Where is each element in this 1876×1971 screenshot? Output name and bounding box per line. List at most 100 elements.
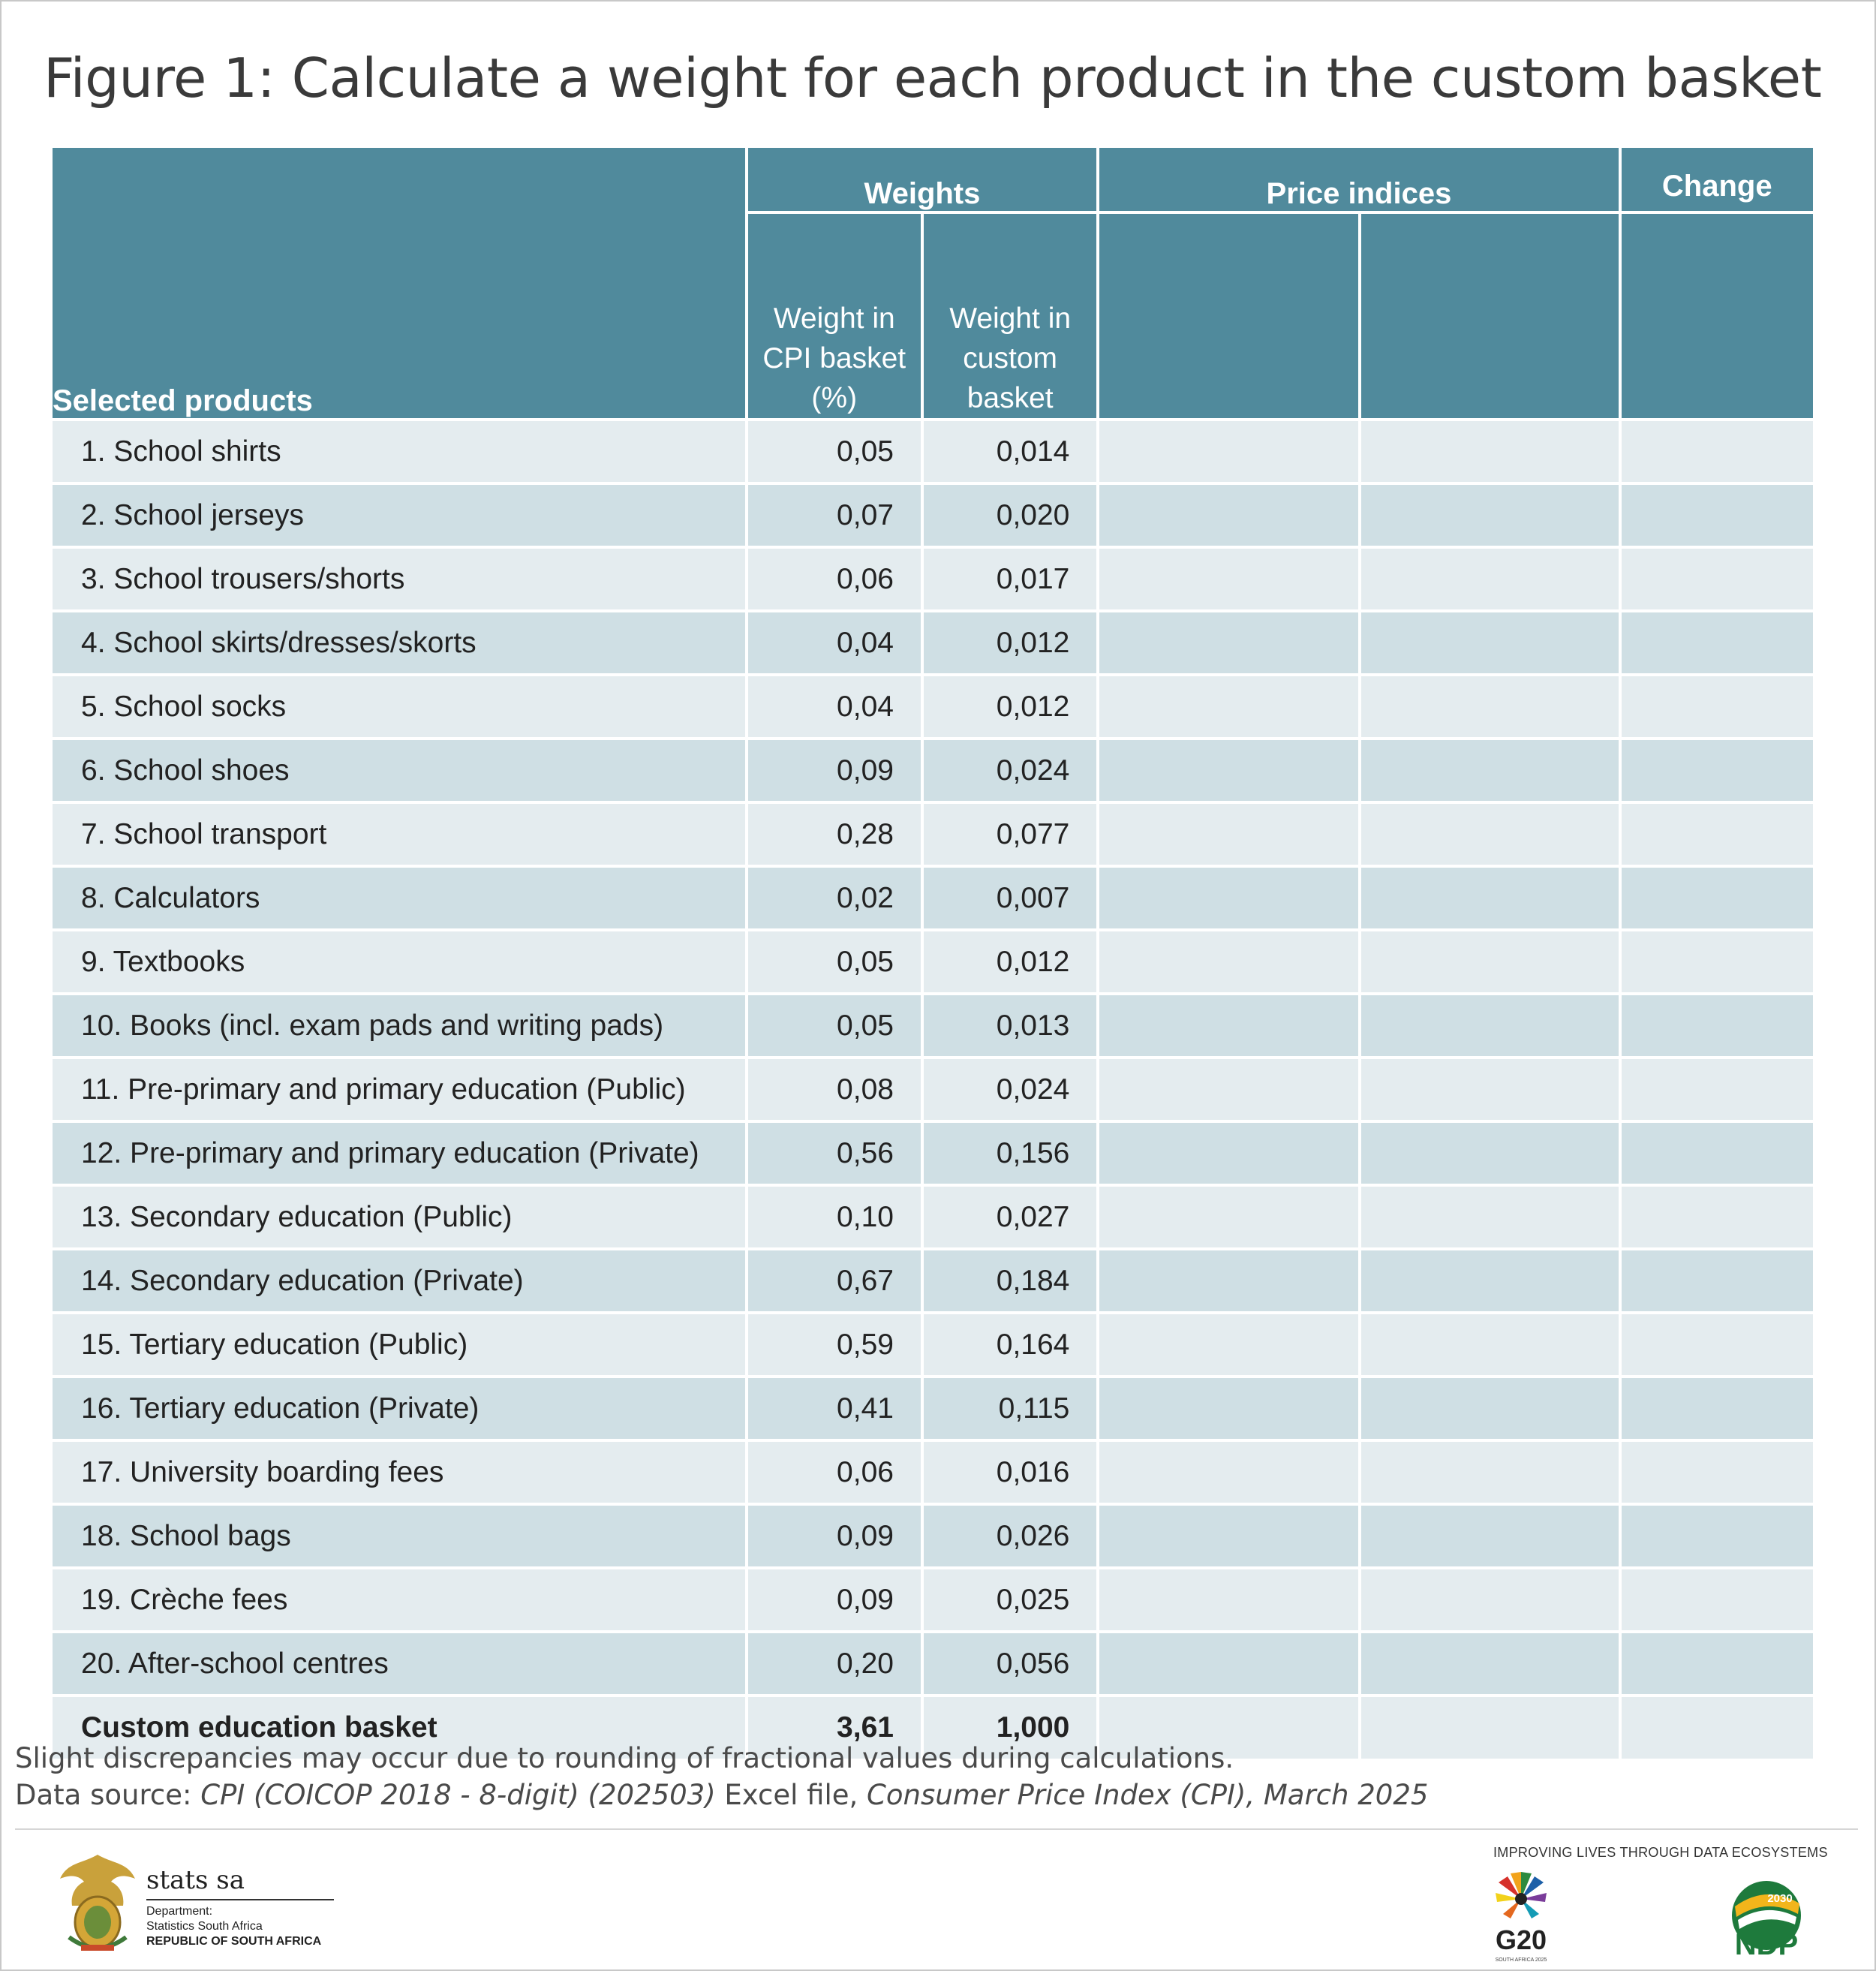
table-row: 3. School trousers/shorts 0,06 0,017 (50, 546, 1817, 612)
table-row: 14. Secondary education (Private) 0,67 0,1… (50, 1247, 1817, 1314)
price-index-1-cell (1096, 928, 1361, 995)
price-index-1-cell (1096, 1439, 1361, 1506)
table-row: 17. University boarding fees 0,06 0,016 (50, 1439, 1817, 1506)
basket-table: Selected products Weights Price indices … (50, 145, 1817, 1762)
product-cell: 4. School skirts/dresses/skorts (50, 609, 748, 676)
group-header-price-indices: Price indices (1096, 145, 1622, 214)
price-index-2-cell (1357, 418, 1622, 485)
custom-weight-cell: 0,007 (920, 865, 1100, 931)
custom-weight-cell: 0,025 (920, 1566, 1100, 1633)
change-cell (1618, 1184, 1817, 1250)
price-index-2-cell (1357, 1439, 1622, 1506)
price-index-1-cell (1096, 801, 1361, 868)
total-cpi-weight: 3,61 (744, 1694, 924, 1762)
product-cell: 7. School transport (50, 801, 748, 868)
change-cell (1618, 482, 1817, 549)
table-row: 10. Books (incl. exam pads and writing p… (50, 992, 1817, 1059)
price-index-2-cell (1357, 546, 1622, 612)
table-row: 15. Tertiary education (Public) 0,59 0,164 (50, 1311, 1817, 1378)
price-index-2-cell (1357, 1566, 1622, 1633)
cpi-weight-cell: 0,09 (744, 1503, 924, 1569)
price-index-2-cell (1357, 1184, 1622, 1250)
cpi-weight-cell: 0,02 (744, 865, 924, 931)
price-index-2-cell (1357, 1247, 1622, 1314)
product-cell: 9. Textbooks (50, 928, 748, 995)
cpi-weight-cell: 0,08 (744, 1056, 924, 1123)
cpi-weight-cell: 0,06 (744, 546, 924, 612)
group-header-change: Change (1618, 145, 1817, 214)
org-underline (146, 1899, 334, 1900)
change-cell (1618, 1566, 1817, 1633)
price-index-1-cell (1096, 418, 1361, 485)
price-index-1-cell (1096, 673, 1361, 740)
product-cell: 12. Pre-primary and primary education (P… (50, 1120, 748, 1187)
total-price-index-1 (1096, 1694, 1361, 1762)
product-cell: 20. After-school centres (50, 1630, 748, 1697)
change-cell (1618, 1375, 1817, 1442)
table-row: 8. Calculators 0,02 0,007 (50, 865, 1817, 931)
rounding-note: Slight discrepancies may occur due to ro… (15, 1742, 1234, 1774)
column-header-weight-custom: Weight in custom basket (920, 211, 1100, 421)
price-index-1-cell (1096, 992, 1361, 1059)
weight-custom-line1: Weight in (949, 302, 1072, 335)
product-cell: 11. Pre-primary and primary education (P… (50, 1056, 748, 1123)
ndp-label: NDP (1735, 1928, 1798, 1961)
product-cell: 13. Secondary education (Public) (50, 1184, 748, 1250)
product-cell: 16. Tertiary education (Private) (50, 1375, 748, 1442)
cpi-weight-cell: 0,05 (744, 928, 924, 995)
custom-weight-cell: 0,026 (920, 1503, 1100, 1569)
table-row: 16. Tertiary education (Private) 0,41 0,11… (50, 1375, 1817, 1442)
change-cell (1618, 1311, 1817, 1378)
column-header-price-index-2 (1357, 211, 1622, 421)
custom-weight-cell: 0,017 (920, 546, 1100, 612)
cpi-weight-cell: 0,07 (744, 482, 924, 549)
group-header-weights: Weights (744, 145, 1100, 214)
total-row: Custom education basket 3,61 1,000 (50, 1694, 1817, 1762)
custom-weight-cell: 0,012 (920, 609, 1100, 676)
source-mid: Excel file, (715, 1779, 867, 1811)
cpi-weight-cell: 0,56 (744, 1120, 924, 1187)
cpi-weight-cell: 0,10 (744, 1184, 924, 1250)
price-index-2-cell (1357, 737, 1622, 804)
total-price-index-2 (1357, 1694, 1622, 1762)
product-cell: 3. School trousers/shorts (50, 546, 748, 612)
dept-line1: Department: (146, 1905, 213, 1918)
price-index-2-cell (1357, 1375, 1622, 1442)
price-index-2-cell (1357, 1120, 1622, 1187)
custom-weight-cell: 0,012 (920, 673, 1100, 740)
price-index-1-cell (1096, 737, 1361, 804)
price-index-1-cell (1096, 1247, 1361, 1314)
change-cell (1618, 609, 1817, 676)
table-row: 6. School shoes 0,09 0,024 (50, 737, 1817, 804)
footnote: Slight discrepancies may occur due to ro… (15, 1740, 1428, 1813)
cpi-weight-cell: 0,04 (744, 609, 924, 676)
price-index-1-cell (1096, 609, 1361, 676)
product-cell: 18. School bags (50, 1503, 748, 1569)
table-row: 9. Textbooks 0,05 0,012 (50, 928, 1817, 995)
g20-label: G20 (1496, 1924, 1547, 1955)
custom-weight-cell: 0,013 (920, 992, 1100, 1059)
custom-weight-cell: 0,115 (920, 1375, 1100, 1442)
cpi-weight-cell: 0,28 (744, 801, 924, 868)
cpi-weight-cell: 0,09 (744, 1566, 924, 1633)
change-cell (1618, 1503, 1817, 1569)
cpi-weight-cell: 0,09 (744, 737, 924, 804)
g20-logo-icon: G20 SOUTH AFRICA 2025 (1496, 1872, 1547, 1963)
source-prefix: Data source: (15, 1779, 201, 1811)
dept-line2: Statistics South Africa (146, 1920, 263, 1933)
ndp-logo-icon: 2030 NDP (1732, 1881, 1801, 1961)
price-index-2-cell (1357, 673, 1622, 740)
column-header-products: Selected products (50, 145, 748, 421)
org-name: stats sa (146, 1865, 245, 1895)
price-index-1-cell (1096, 1120, 1361, 1187)
cpi-weight-cell: 0,20 (744, 1630, 924, 1697)
change-cell (1618, 546, 1817, 612)
price-index-2-cell (1357, 609, 1622, 676)
change-cell (1618, 1247, 1817, 1314)
weight-custom-line2: custom (963, 342, 1057, 375)
cpi-weight-cell: 0,06 (744, 1439, 924, 1506)
product-cell: 6. School shoes (50, 737, 748, 804)
price-index-1-cell (1096, 1184, 1361, 1250)
price-index-1-cell (1096, 1311, 1361, 1378)
table-row: 18. School bags 0,09 0,026 (50, 1503, 1817, 1569)
